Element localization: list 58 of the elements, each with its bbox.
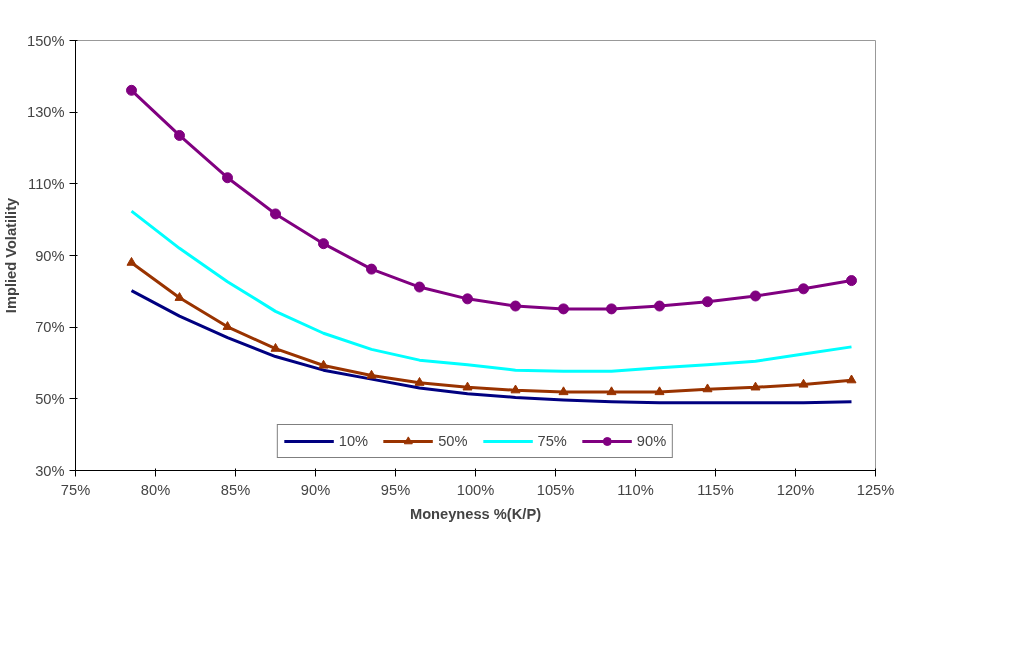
point: [750, 290, 761, 302]
legend-label: 10%: [338, 433, 369, 449]
x-tick-label: 115%: [697, 481, 734, 498]
point: [174, 292, 185, 301]
point: [414, 377, 425, 386]
line-series: [130, 209, 853, 373]
x-tick-label: 105%: [536, 481, 575, 498]
point: [654, 300, 665, 312]
point: [126, 84, 137, 96]
y-tick-label: 30%: [35, 462, 65, 479]
y-tick-label: 150%: [27, 32, 65, 49]
point: [222, 321, 233, 330]
point: [702, 296, 713, 308]
point: [462, 293, 473, 305]
point: [414, 281, 425, 293]
point: [606, 386, 617, 396]
point: [222, 172, 233, 184]
legend-label: 50%: [438, 433, 468, 449]
legend-label: 75%: [537, 433, 567, 449]
x-tick-label: 120%: [776, 481, 815, 498]
y-tick-label: 70%: [35, 319, 65, 336]
point: [750, 381, 761, 391]
point: [798, 378, 809, 388]
point: [510, 300, 521, 312]
point: [798, 283, 809, 295]
point: [510, 384, 521, 394]
point: [846, 275, 857, 287]
y-tick-label: 110%: [28, 175, 65, 192]
legend-label: 90%: [636, 433, 667, 449]
x-tick-label: 90%: [300, 481, 331, 498]
x-tick-label: 100%: [456, 481, 495, 498]
y-axis-title: Implied Volatility: [3, 196, 20, 314]
x-axis-title: Moneyness %(K/P): [409, 505, 542, 522]
point: [846, 374, 857, 384]
point: [318, 238, 329, 250]
x-tick-label: 75%: [60, 481, 91, 498]
point: [318, 359, 329, 369]
point: [558, 303, 569, 315]
point: [366, 263, 377, 275]
y-tick-label: 130%: [27, 104, 65, 121]
point: [126, 256, 137, 266]
line-series: [130, 289, 853, 405]
point: [462, 381, 473, 391]
x-tick-label: 80%: [140, 481, 171, 498]
point: [702, 383, 713, 393]
point: [366, 369, 377, 379]
point: [558, 386, 569, 396]
x-tick-label: 85%: [220, 481, 251, 498]
y-tick-label: 50%: [35, 390, 65, 407]
x-tick-label: 125%: [856, 481, 895, 498]
point: [654, 386, 665, 396]
point: [174, 129, 185, 141]
point: [606, 303, 617, 315]
x-tick-label: 95%: [380, 481, 411, 498]
point: [270, 342, 281, 352]
point: [270, 208, 281, 220]
x-tick-label: 110%: [617, 481, 654, 498]
y-tick-label: 90%: [35, 247, 65, 264]
